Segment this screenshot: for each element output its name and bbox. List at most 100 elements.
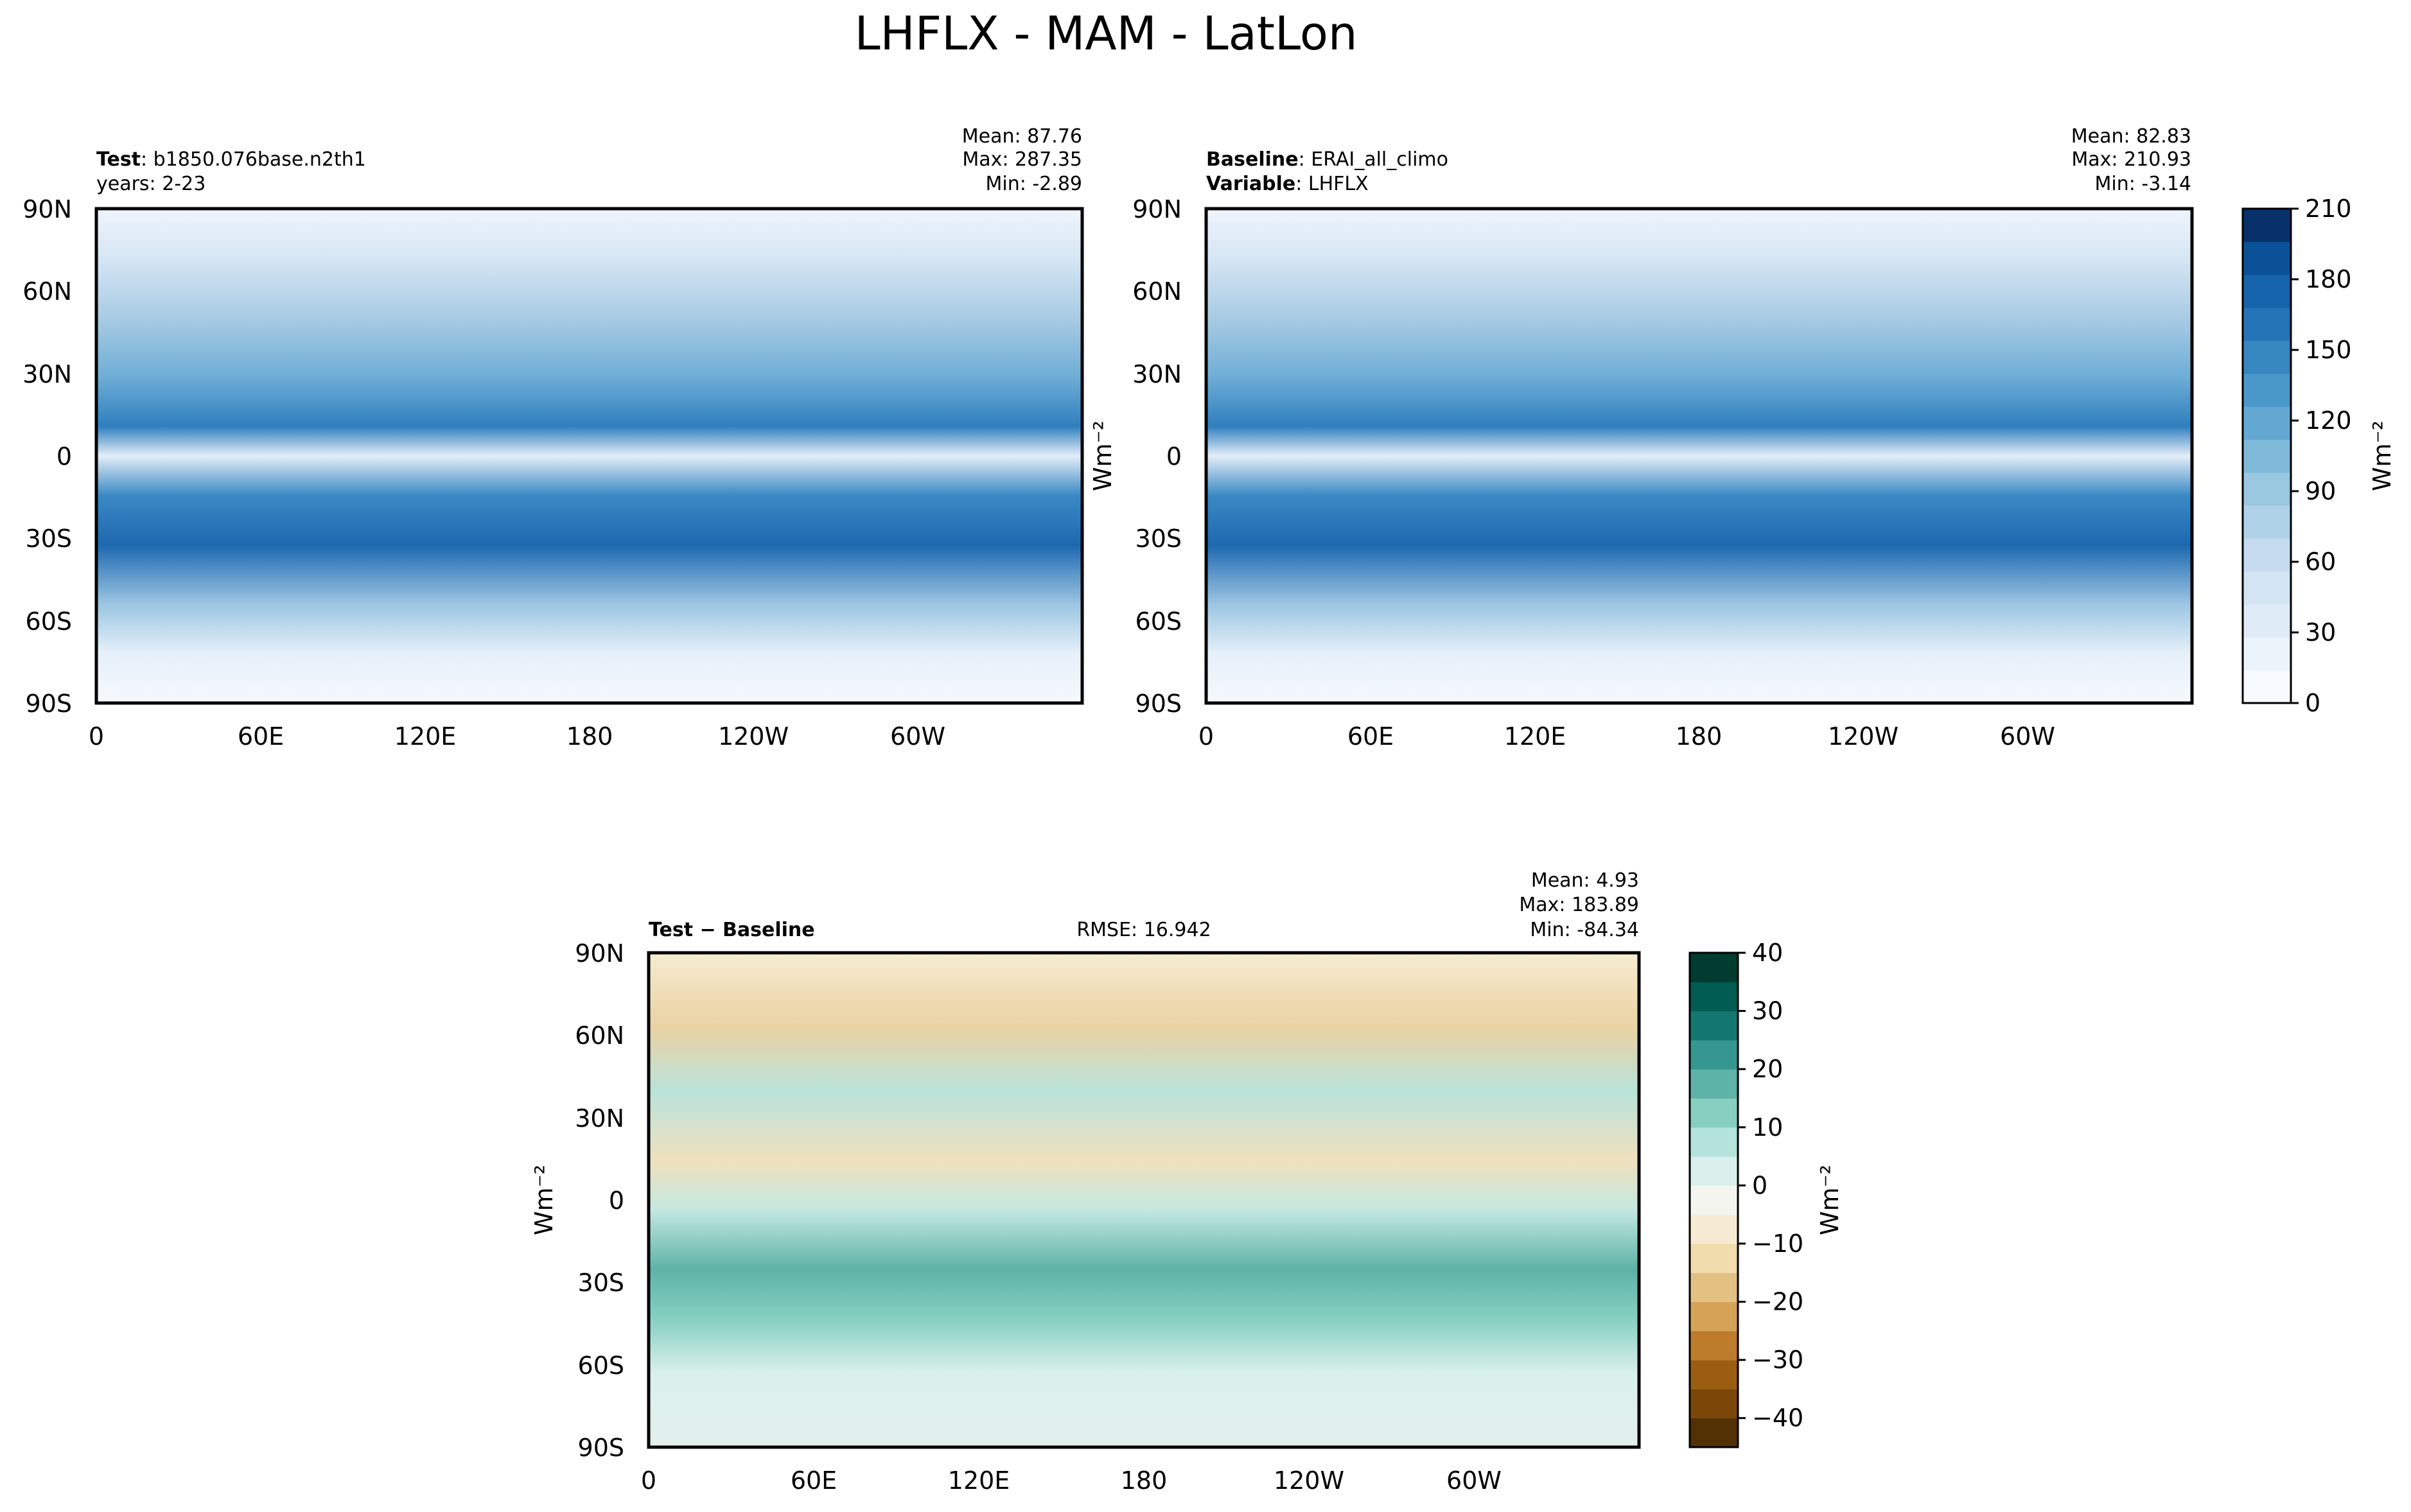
colorbar-div-band-14 <box>1690 1011 1738 1041</box>
colorbar-div-ticklabel-7: −30 <box>1752 1346 1803 1374</box>
baseline-ytick-0: 90N <box>1132 195 1182 223</box>
panel-test: Test: b1850.076base.n2th1 years: 2-23 Me… <box>22 125 1117 751</box>
colorbar-div-band-4 <box>1690 1301 1738 1332</box>
diff-ytick-5: 60S <box>578 1351 624 1380</box>
colorbar-div-band-5 <box>1690 1273 1738 1303</box>
colorbar-div-band-10 <box>1690 1127 1738 1157</box>
diff-rmse: RMSE: 16.942 <box>1076 919 1211 941</box>
colorbar-diverging: 40 30 20 10 0 −10 −20 −30 −40 Wm⁻² <box>1688 939 1844 1448</box>
baseline-xtick-0: 0 <box>1198 722 1214 751</box>
test-xtick-3: 180 <box>566 722 613 751</box>
test-ytick-1: 60N <box>22 277 72 306</box>
colorbar-div-ticklabel-8: −40 <box>1752 1404 1803 1432</box>
diff-map-field <box>649 953 1639 1447</box>
diff-ytick-1: 60N <box>575 1021 624 1050</box>
colorbar-div-band-11 <box>1690 1098 1738 1128</box>
colorbar-seq-band-11 <box>2243 308 2291 341</box>
baseline-stat-min: Min: -3.14 <box>2095 173 2192 195</box>
colorbar-div-band-13 <box>1690 1039 1738 1070</box>
colorbar-div-band-6 <box>1690 1243 1738 1273</box>
test-label: Test: b1850.076base.n2th1 <box>96 148 366 171</box>
colorbar-seq-band-7 <box>2243 439 2291 473</box>
colorbar-diverging-units: Wm⁻² <box>1816 1165 1844 1235</box>
test-x-axis: 0 60E 120E 180 120W 60W <box>89 722 945 751</box>
diff-xtick-4: 120W <box>1274 1466 1344 1495</box>
baseline-stat-mean: Mean: 82.83 <box>2071 125 2191 148</box>
colorbar-seq-ticklabel-6: 180 <box>2305 265 2352 293</box>
colorbar-div-band-15 <box>1690 982 1738 1012</box>
colorbar-sequential: 0 30 60 90 120 150 180 210 Wm⁻² <box>2241 195 2396 717</box>
colorbar-div-ticklabel-2: 20 <box>1752 1055 1783 1083</box>
diff-ytick-0: 90N <box>575 939 624 968</box>
colorbar-seq-band-3 <box>2243 571 2291 605</box>
colorbar-seq-band-13 <box>2243 241 2291 275</box>
colorbar-seq-band-0 <box>2243 670 2291 704</box>
colorbar-sequential-ticks: 0 30 60 90 120 150 180 210 <box>2291 195 2352 717</box>
colorbar-diverging-frame <box>1688 952 1739 1448</box>
diff-stat-max: Max: 183.89 <box>1519 894 1639 916</box>
colorbar-seq-band-8 <box>2243 406 2291 440</box>
colorbar-div-band-16 <box>1690 953 1738 982</box>
test-ytick-3: 0 <box>57 442 72 471</box>
test-y-axis: 90N 60N 30N 0 30S 60S 90S <box>22 195 72 718</box>
colorbar-seq-band-14 <box>2243 209 2291 242</box>
diff-label: Test − Baseline <box>649 919 815 941</box>
panel-diff: Test − Baseline RMSE: 16.942 Mean: 4.93 … <box>530 869 1641 1495</box>
test-stat-min: Min: -2.89 <box>986 173 1083 195</box>
test-xtick-1: 60E <box>238 722 284 751</box>
baseline-map-frame <box>1204 207 2194 705</box>
test-xtick-2: 120E <box>394 722 457 751</box>
test-map-frame <box>94 207 1084 705</box>
diff-ytick-3: 0 <box>609 1186 624 1215</box>
diff-ytick-6: 90S <box>578 1434 624 1462</box>
colorbar-div-band-7 <box>1690 1214 1738 1244</box>
diff-stat-min: Min: -84.34 <box>1530 919 1639 941</box>
colorbar-seq-band-1 <box>2243 637 2291 671</box>
figure-title: LHFLX - MAM - LatLon <box>854 6 1357 60</box>
test-ytick-6: 90S <box>26 690 72 718</box>
baseline-map-field <box>1206 209 2192 703</box>
diff-units-label: Wm⁻² <box>530 1165 558 1235</box>
test-xtick-5: 60W <box>890 722 945 751</box>
diff-xtick-3: 180 <box>1121 1466 1168 1495</box>
diff-ytick-2: 30N <box>575 1104 624 1133</box>
colorbar-seq-ticklabel-4: 120 <box>2305 406 2352 435</box>
colorbar-seq-ticklabel-2: 60 <box>2305 548 2336 576</box>
test-years: years: 2-23 <box>96 173 206 195</box>
colorbar-div-band-1 <box>1690 1389 1738 1419</box>
baseline-xtick-3: 180 <box>1676 722 1723 751</box>
colorbar-sequential-units: Wm⁻² <box>2368 421 2396 491</box>
test-stat-max: Max: 287.35 <box>962 148 1082 171</box>
panel-baseline: Baseline: ERAI_all_climo Variable: LHFLX… <box>1132 125 2194 751</box>
baseline-xtick-2: 120E <box>1504 722 1566 751</box>
baseline-ytick-2: 30N <box>1132 360 1182 388</box>
colorbar-div-ticklabel-1: 30 <box>1752 997 1783 1025</box>
test-map <box>94 207 1084 705</box>
baseline-ytick-3: 0 <box>1166 442 1182 471</box>
test-xtick-4: 120W <box>718 722 789 751</box>
colorbar-seq-ticklabel-3: 90 <box>2305 477 2336 505</box>
test-stat-mean: Mean: 87.76 <box>962 125 1082 148</box>
diff-xtick-0: 0 <box>641 1466 656 1495</box>
colorbar-diverging-bands <box>1690 953 1738 1448</box>
baseline-y-axis: 90N 60N 30N 0 30S 60S 90S <box>1132 195 1182 718</box>
baseline-stat-max: Max: 210.93 <box>2071 148 2191 171</box>
baseline-ytick-6: 90S <box>1135 690 1182 718</box>
colorbar-seq-ticklabel-1: 30 <box>2305 618 2336 647</box>
colorbar-div-ticklabel-5: −10 <box>1752 1230 1803 1258</box>
colorbar-seq-band-6 <box>2243 472 2291 506</box>
diff-y-axis: 90N 60N 30N 0 30S 60S 90S <box>575 939 624 1462</box>
diff-xtick-2: 120E <box>948 1466 1010 1495</box>
baseline-ytick-1: 60N <box>1132 277 1182 306</box>
baseline-variable: Variable: LHFLX <box>1206 173 1369 195</box>
test-xtick-0: 0 <box>89 722 104 751</box>
colorbar-sequential-bands <box>2243 209 2291 704</box>
colorbar-seq-ticklabel-0: 0 <box>2305 689 2320 717</box>
colorbar-div-band-9 <box>1690 1156 1738 1186</box>
colorbar-div-band-3 <box>1690 1330 1738 1360</box>
colorbar-diverging-ticks: 40 30 20 10 0 −10 −20 −30 −40 <box>1738 939 1803 1432</box>
colorbar-seq-band-2 <box>2243 604 2291 638</box>
colorbar-sequential-frame <box>2241 207 2292 704</box>
colorbar-seq-band-4 <box>2243 538 2291 572</box>
diff-map-frame <box>647 951 1641 1449</box>
